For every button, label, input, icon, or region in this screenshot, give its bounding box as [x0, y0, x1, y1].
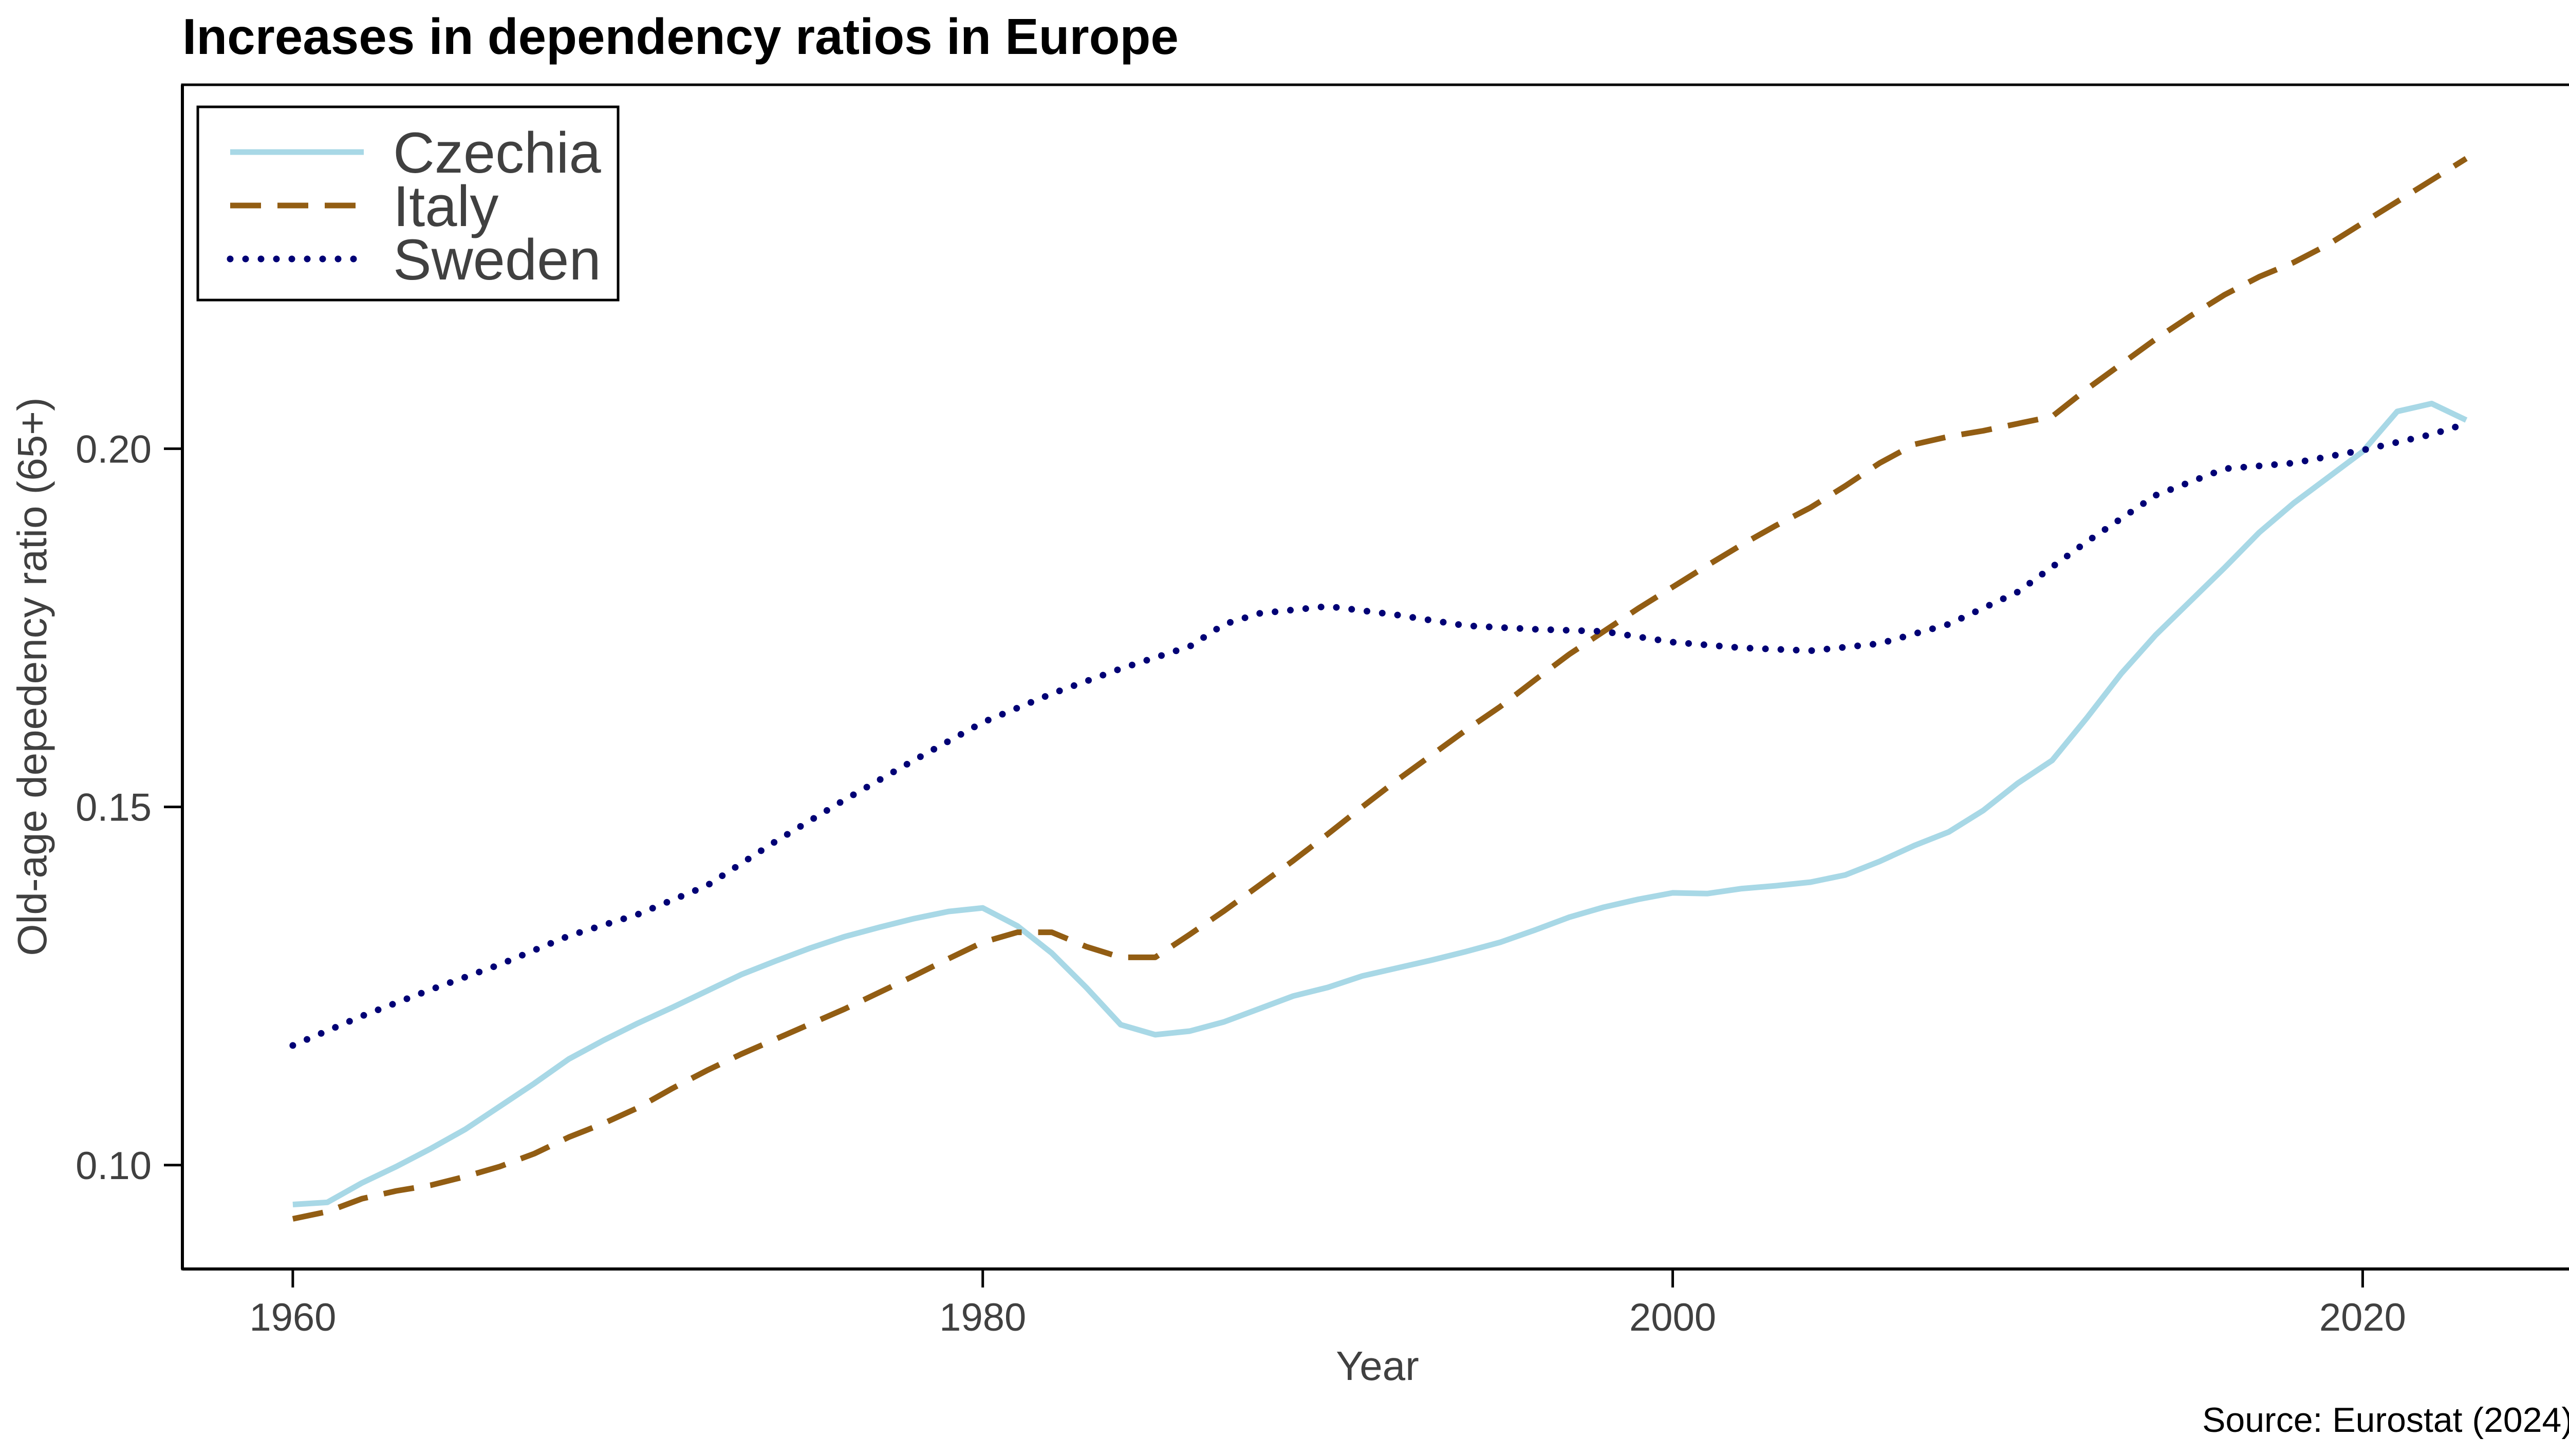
- series-layer: [289, 156, 2470, 1222]
- series-line-italy: [292, 156, 2468, 1222]
- legend-label-czechia: Czechia: [393, 121, 601, 185]
- x-tick-label: 1960: [249, 1296, 336, 1339]
- legend-label-italy: Italy: [393, 174, 498, 238]
- y-tick-label: 0.20: [76, 427, 152, 471]
- series-line-czechia: [292, 401, 2468, 1207]
- y-tick-label: 0.10: [76, 1144, 152, 1188]
- legend-box: [196, 105, 620, 302]
- x-tick-label: 2020: [2319, 1296, 2406, 1339]
- x-tick-label: 1980: [939, 1296, 1026, 1339]
- y-axis-label: Old-age depedency ratio (65+): [9, 397, 55, 956]
- x-axis-label: Year: [1336, 1343, 1419, 1389]
- legend-label-sweden: Sweden: [393, 228, 601, 292]
- chart-title: Increases in dependency ratios in Europe: [182, 8, 1179, 65]
- y-axis: 0.10 0.15 0.20: [76, 85, 184, 1269]
- source-note: Source: Eurostat (2024): [2202, 1401, 2569, 1440]
- series-line-sweden: [289, 420, 2470, 1049]
- x-axis: 1960 1980 2000 2020: [182, 1267, 2569, 1339]
- x-tick-label: 2000: [1629, 1296, 1716, 1339]
- y-tick-label: 0.15: [76, 786, 152, 830]
